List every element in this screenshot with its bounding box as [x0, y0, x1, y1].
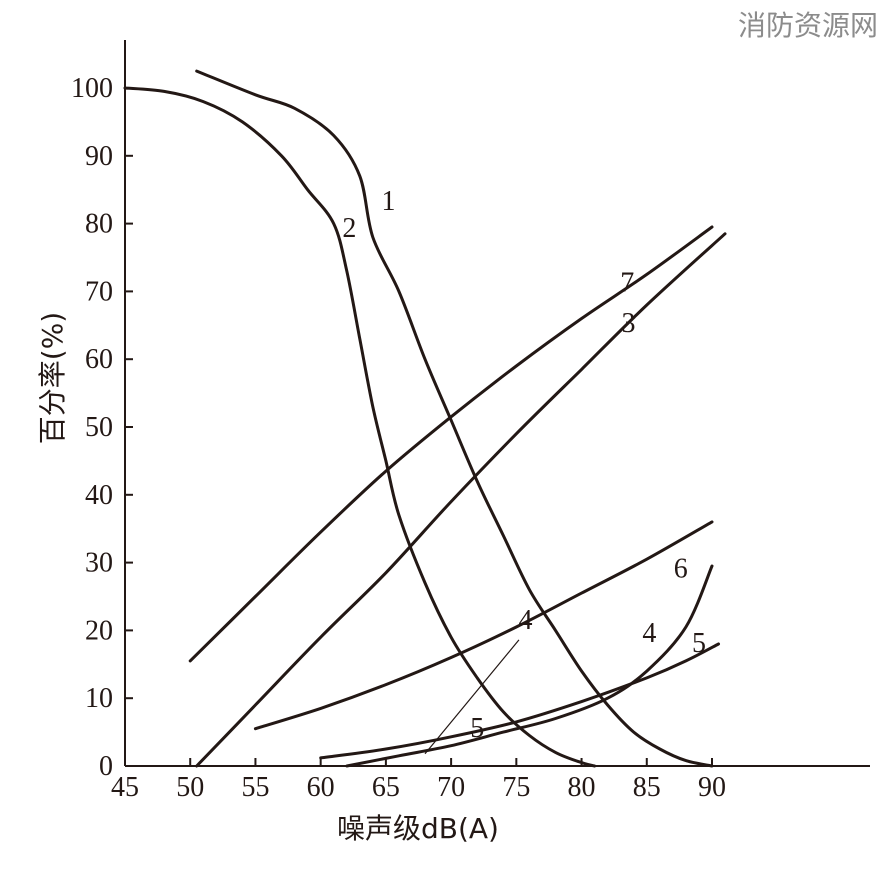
label-leader-line	[424, 639, 520, 755]
curve-label: 4	[642, 618, 656, 649]
curve-label: 5	[470, 713, 484, 744]
series-line-3	[195, 232, 727, 768]
y-tick-label: 10	[85, 683, 113, 714]
x-tick-label: 75	[502, 772, 530, 803]
y-tick-label: 40	[85, 480, 113, 511]
curve-label: 5	[692, 628, 706, 659]
curve-label: 4	[518, 605, 532, 636]
axes: 45 50 55 60 65 70 75 80 85 9001020304050607080901…	[71, 40, 870, 803]
curve-label: 6	[674, 554, 688, 585]
watermark: 消防资源网	[737, 9, 878, 42]
y-tick-label: 100	[71, 73, 113, 104]
curves	[123, 69, 727, 768]
curve-label: 7	[620, 267, 634, 298]
curve-label: 1	[381, 186, 395, 217]
series-line-1	[195, 69, 714, 768]
series-line-4	[345, 564, 714, 768]
x-tick-label: 45	[111, 772, 139, 803]
series-line-6	[253, 520, 714, 731]
x-tick-label: 60	[307, 772, 335, 803]
series-line-7	[188, 225, 714, 663]
x-tick-label: 65	[372, 772, 400, 803]
y-tick-label: 90	[85, 141, 113, 172]
x-tick-label: 55	[241, 772, 269, 803]
y-tick-label: 50	[85, 412, 113, 443]
curve-labels: 12 7 3 6 4 5 4 5	[342, 186, 706, 755]
curve-label: 3	[622, 308, 636, 339]
y-tick-label: 30	[85, 548, 113, 579]
x-tick-label: 85	[633, 772, 661, 803]
series-line-5	[319, 642, 720, 760]
y-axis-title: 百分率(%)	[36, 312, 69, 444]
x-axis-title: 噪声级dB(A)	[337, 812, 499, 845]
y-tick-label: 70	[85, 276, 113, 307]
series-line-2	[123, 86, 597, 768]
y-tick-label: 80	[85, 209, 113, 240]
y-tick-label: 0	[99, 751, 113, 782]
y-tick-label: 20	[85, 615, 113, 646]
x-tick-label: 50	[176, 772, 204, 803]
y-tick-label: 60	[85, 344, 113, 375]
x-tick-label: 80	[568, 772, 596, 803]
x-tick-label: 90	[698, 772, 726, 803]
x-tick-label: 70	[437, 772, 465, 803]
curve-label: 2	[342, 213, 356, 244]
